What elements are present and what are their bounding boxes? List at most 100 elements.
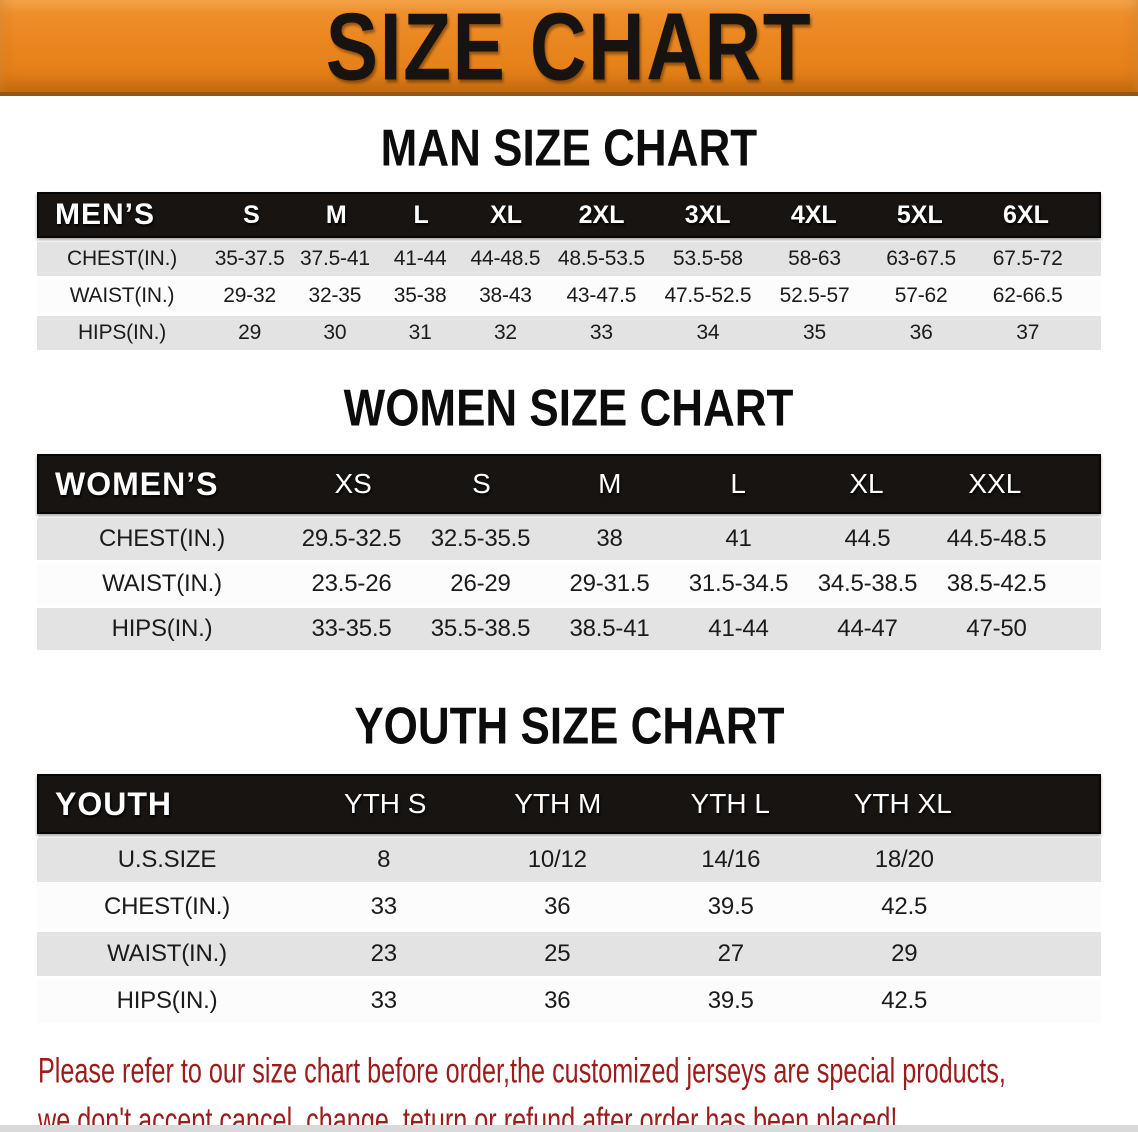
cell: 42.5 — [881, 987, 928, 1014]
cell: 39.5 — [707, 893, 754, 920]
cell: 48.5-53.5 — [557, 247, 645, 270]
youth-section-heading-text: YOUTH SIZE CHART — [353, 696, 785, 756]
women-col-header-s: S — [472, 468, 491, 499]
women-col-header-xxl: XXL — [968, 468, 1022, 499]
row-label: CHEST(IN.) — [99, 525, 225, 552]
youth-size-table: YOUTH YTH S YTH M YTH L YTH XL U.S.SIZE … — [37, 774, 1101, 1023]
cell: 18/20 — [874, 846, 934, 873]
women-col-header-m: M — [598, 468, 622, 499]
cell: 62-66.5 — [992, 284, 1063, 307]
cell: 35 — [803, 321, 827, 344]
men-row-chest: CHEST(IN.) 35-37.5 37.5-41 41-44 44-48.5… — [37, 242, 1101, 276]
men-col-header-xl: XL — [490, 200, 523, 229]
men-col-header-6xl: 6XL — [1003, 200, 1049, 229]
disclaimer-line-1: Please refer to our size chart before or… — [38, 1051, 1006, 1091]
cell: 33 — [370, 893, 397, 920]
row-label: HIPS(IN.) — [111, 615, 213, 642]
youth-col-header-yth-m: YTH M — [514, 788, 602, 819]
cell: 26-29 — [450, 570, 511, 597]
disclaimer-text: Please refer to our size chart before or… — [38, 1047, 1006, 1132]
youth-row-us-size: U.S.SIZE 8 10/12 14/16 18/20 — [37, 838, 1101, 882]
men-section-heading: MAN SIZE CHART — [0, 118, 1138, 178]
women-row-chest: CHEST(IN.) 29.5-32.5 32.5-35.5 38 41 44.… — [37, 518, 1101, 560]
cell: 31 — [408, 321, 432, 344]
men-col-header-s: S — [243, 200, 260, 229]
cell: 36 — [909, 321, 933, 344]
men-col-header-2xl: 2XL — [578, 200, 625, 229]
men-row-waist: WAIST(IN.) 29-32 32-35 35-38 38-43 43-47… — [37, 279, 1101, 313]
women-size-table: WOMEN’S XS S M L XL XXL CHEST(IN.) 29.5-… — [37, 454, 1101, 650]
cell: 36 — [544, 893, 571, 920]
cell: 34 — [696, 321, 720, 344]
men-col-header-5xl: 5XL — [896, 200, 943, 229]
cell: 32.5-35.5 — [430, 525, 531, 552]
cell: 32 — [493, 321, 517, 344]
women-header-row: WOMEN’S XS S M L XL XXL — [37, 454, 1101, 514]
cell: 41 — [725, 525, 752, 552]
men-section-heading-text: MAN SIZE CHART — [380, 118, 758, 178]
cell: 47-50 — [966, 615, 1027, 642]
youth-row-hips: HIPS(IN.) 33 36 39.5 42.5 — [37, 979, 1101, 1023]
women-col-header-xl: XL — [849, 468, 884, 499]
cell: 44-48.5 — [470, 247, 541, 270]
men-size-table: MEN’S S M L XL 2XL 3XL 4XL 5XL 6XL CHEST… — [37, 192, 1101, 350]
youth-header-row: YOUTH YTH S YTH M YTH L YTH XL — [37, 774, 1101, 834]
youth-col-header-yth-s: YTH S — [344, 788, 427, 819]
cell: 29-32 — [223, 284, 276, 307]
cell: 32-35 — [308, 284, 362, 307]
bottom-edge-strip — [0, 1125, 1138, 1132]
cell: 38.5-42.5 — [946, 570, 1047, 597]
row-label: U.S.SIZE — [117, 846, 217, 873]
cell: 53.5-58 — [673, 247, 743, 270]
cell: 35.5-38.5 — [430, 615, 531, 642]
cell: 43-47.5 — [566, 284, 637, 307]
cell: 41-44 — [708, 615, 769, 642]
cell: 47.5-52.5 — [664, 284, 752, 307]
cell: 52.5-57 — [779, 284, 850, 307]
men-header-label: MEN’S — [55, 198, 156, 231]
cell: 14/16 — [701, 846, 761, 873]
men-col-header-l: L — [413, 200, 429, 229]
cell: 30 — [323, 321, 347, 344]
cell: 44.5-48.5 — [946, 525, 1047, 552]
cell: 35-37.5 — [214, 247, 285, 270]
men-header-row: MEN’S S M L XL 2XL 3XL 4XL 5XL 6XL — [37, 192, 1101, 238]
youth-header-label: YOUTH — [55, 785, 172, 822]
cell: 37 — [1016, 321, 1040, 344]
men-row-hips: HIPS(IN.) 29 30 31 32 33 34 35 36 37 — [37, 316, 1101, 350]
row-label: HIPS(IN.) — [116, 987, 218, 1014]
cell: 29 — [238, 321, 262, 344]
cell: 31.5-34.5 — [688, 570, 789, 597]
cell: 23.5-26 — [311, 570, 392, 597]
youth-col-header-yth-xl: YTH XL — [853, 788, 952, 819]
cell: 38-43 — [479, 284, 532, 307]
youth-row-waist: WAIST(IN.) 23 25 27 29 — [37, 932, 1101, 976]
men-col-header-3xl: 3XL — [684, 200, 731, 229]
row-label: WAIST(IN.) — [102, 570, 222, 597]
cell: 27 — [717, 940, 744, 967]
row-label: WAIST(IN.) — [69, 284, 175, 307]
men-col-header-m: M — [325, 200, 347, 229]
youth-col-header-yth-l: YTH L — [690, 788, 770, 819]
women-row-hips: HIPS(IN.) 33-35.5 35.5-38.5 38.5-41 41-4… — [37, 608, 1101, 650]
cell: 33 — [589, 321, 613, 344]
women-row-waist: WAIST(IN.) 23.5-26 26-29 29-31.5 31.5-34… — [37, 563, 1101, 605]
cell: 58-63 — [788, 247, 841, 270]
cell: 35-38 — [393, 284, 447, 307]
banner-title: SIZE CHART — [325, 0, 813, 100]
cell: 67.5-72 — [992, 247, 1063, 270]
cell: 33 — [370, 987, 397, 1014]
cell: 57-62 — [894, 284, 948, 307]
women-section-heading-text: WOMEN SIZE CHART — [344, 378, 794, 438]
cell: 8 — [377, 846, 391, 873]
cell: 38.5-41 — [569, 615, 650, 642]
cell: 38 — [596, 525, 623, 552]
cell: 10/12 — [527, 846, 587, 873]
cell: 39.5 — [707, 987, 754, 1014]
cell: 23 — [370, 940, 397, 967]
cell: 36 — [544, 987, 571, 1014]
women-col-header-xs: XS — [334, 468, 372, 499]
women-col-header-l: L — [730, 468, 746, 499]
cell: 63-67.5 — [886, 247, 957, 270]
